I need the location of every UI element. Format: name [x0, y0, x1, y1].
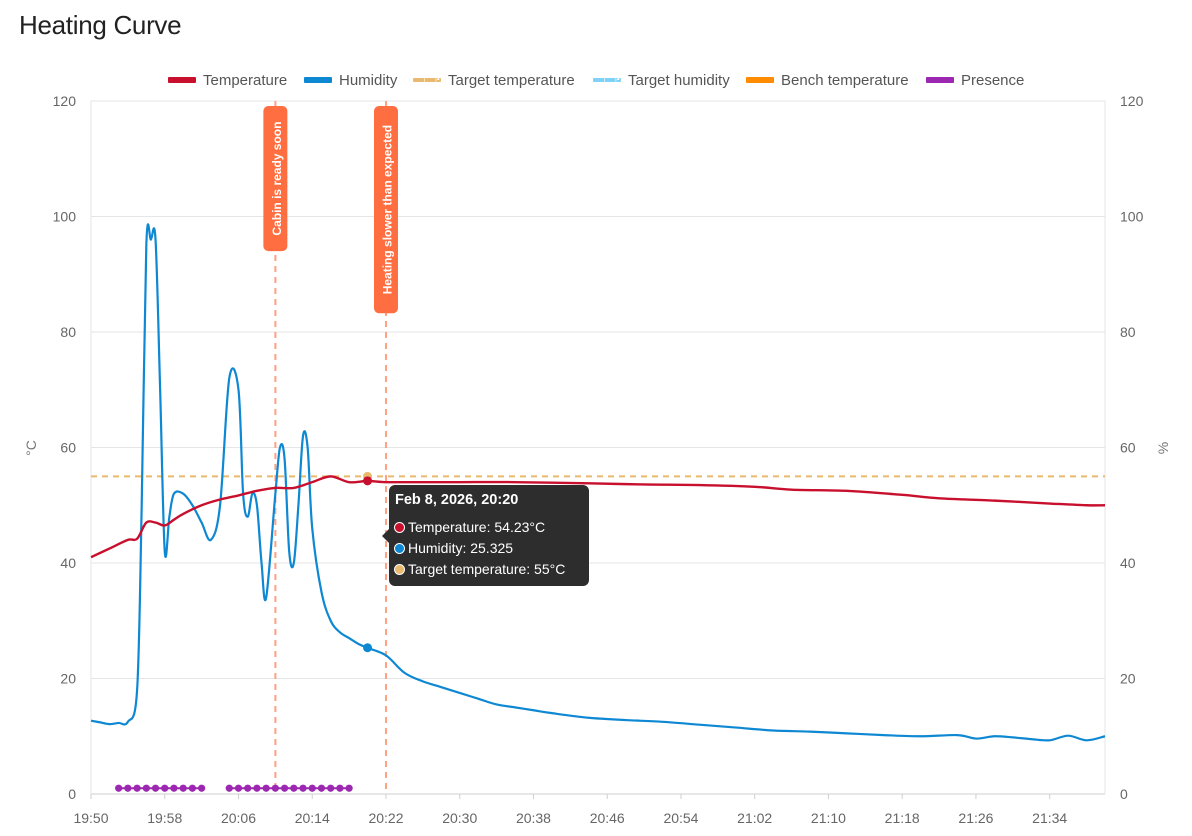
presence-point	[271, 784, 279, 792]
legend-label: Humidity	[339, 71, 398, 89]
y-tick-label-left: 100	[53, 209, 77, 225]
legend-swatch-presence	[926, 77, 954, 83]
chart-legend: Temperature Humidity Target temperature …	[0, 70, 1192, 90]
hover-point-temperature	[363, 476, 373, 486]
legend-label: Temperature	[203, 71, 288, 89]
legend-swatch-bench-temperature	[746, 77, 774, 83]
annotation-label: Cabin is ready soon	[270, 122, 284, 236]
presence-point	[336, 784, 344, 792]
y-tick-label-right: 20	[1120, 671, 1136, 687]
x-tick-label: 20:22	[368, 810, 403, 826]
x-tick-label: 21:02	[737, 810, 772, 826]
tooltip-text: Target temperature: 55°C	[408, 561, 566, 577]
presence-point	[290, 784, 298, 792]
tooltip-row-humidity: Humidity: 25.325	[394, 540, 513, 556]
annotation-box	[373, 106, 398, 314]
y-tick-label-left: 20	[60, 671, 76, 687]
x-tick-label: 21:34	[1032, 810, 1067, 826]
x-tick-label: 21:18	[885, 810, 920, 826]
legend-swatch-target-temperature	[413, 78, 441, 82]
x-tick-label: 20:54	[663, 810, 698, 826]
presence-point	[308, 784, 316, 792]
legend-label: Target temperature	[448, 71, 575, 89]
presence-point	[244, 784, 252, 792]
presence-point	[133, 784, 141, 792]
y-tick-label-left: 80	[60, 324, 76, 340]
series-humidity	[90, 223, 1106, 742]
y-tick-label-left: 120	[53, 93, 77, 109]
presence-point	[225, 784, 233, 792]
x-tick-label: 21:26	[958, 810, 993, 826]
tooltip-title: Feb 8, 2026, 20:20	[395, 492, 519, 508]
tooltip-text: Humidity: 25.325	[408, 540, 514, 556]
chart-tooltip: Feb 8, 2026, 20:20 Temperature: 54.23°C …	[382, 485, 589, 586]
presence-point	[317, 784, 326, 792]
presence-point	[299, 784, 307, 792]
x-tick-label: 20:14	[295, 810, 330, 826]
legend-item-humidity[interactable]: Humidity	[304, 70, 397, 90]
presence-point	[161, 784, 169, 792]
presence-point	[234, 784, 243, 792]
page-title: Heating Curve	[19, 10, 182, 40]
legend-label: Presence	[961, 71, 1025, 89]
tooltip-dot-target-temperature	[394, 563, 405, 575]
x-tick-label: 20:38	[516, 810, 551, 826]
legend-item-target-humidity[interactable]: Target humidity	[593, 70, 730, 90]
legend-label: Bench temperature	[781, 71, 909, 89]
legend-swatch-temperature	[168, 77, 196, 83]
legend-item-presence[interactable]: Presence	[926, 70, 1024, 90]
x-tick-label: 20:30	[442, 810, 477, 826]
tooltip-dot-humidity	[394, 542, 405, 554]
y-tick-label-right: 80	[1120, 324, 1136, 340]
presence-point	[345, 784, 353, 792]
series-temperature	[90, 475, 1106, 559]
y-tick-label-right: 100	[1120, 209, 1144, 225]
presence-point	[280, 784, 289, 792]
x-tick-label: 20:46	[590, 810, 625, 826]
tooltip-dot-temperature	[394, 521, 405, 533]
x-tick-label: 19:50	[73, 810, 108, 826]
annotation-box	[263, 106, 288, 252]
tooltip-row-target-temperature: Target temperature: 55°C	[394, 561, 565, 577]
presence-point	[188, 784, 196, 792]
y-tick-label-left: 40	[60, 555, 76, 571]
tooltip-row-temperature: Temperature: 54.23°C	[394, 519, 545, 535]
presence-point	[327, 784, 335, 792]
presence-point	[198, 784, 206, 792]
legend-item-target-temperature[interactable]: Target temperature	[413, 70, 575, 90]
presence-point	[179, 784, 187, 792]
y-tick-label-right: 60	[1120, 440, 1136, 456]
legend-label: Target humidity	[628, 71, 730, 89]
y-tick-label-right: 120	[1120, 93, 1144, 109]
hover-point-humidity	[363, 643, 373, 653]
legend-swatch-target-humidity	[593, 78, 621, 82]
x-tick-label: 19:58	[147, 810, 182, 826]
presence-point	[142, 784, 150, 792]
annotation-label: Heating slower than expected	[380, 125, 394, 294]
presence-point	[262, 784, 270, 792]
y-tick-label-left: 0	[68, 786, 76, 802]
x-tick-label: 20:06	[221, 810, 256, 826]
presence-point	[253, 784, 261, 792]
y-axis-title-right: %	[1155, 442, 1171, 454]
presence-point	[115, 784, 123, 792]
y-tick-label-right: 40	[1120, 555, 1136, 571]
y-axis-title-left: °C	[23, 440, 39, 456]
legend-item-bench-temperature[interactable]: Bench temperature	[746, 70, 909, 90]
y-tick-label-left: 60	[60, 440, 76, 456]
legend-item-temperature[interactable]: Temperature	[168, 70, 287, 90]
y-tick-label-right: 0	[1120, 786, 1128, 802]
tooltip-text: Temperature: 54.23°C	[408, 519, 546, 535]
presence-point	[124, 784, 132, 792]
x-tick-label: 21:10	[811, 810, 846, 826]
presence-point	[151, 784, 160, 792]
legend-swatch-humidity	[304, 77, 332, 83]
presence-point	[170, 784, 178, 792]
